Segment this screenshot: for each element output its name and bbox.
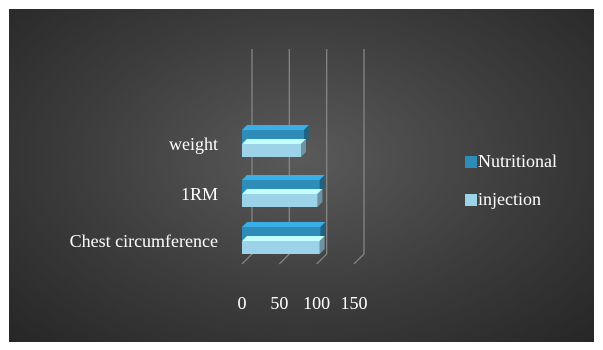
bar-top-1-0: [242, 236, 325, 241]
x-tick-label: 0: [238, 293, 247, 313]
bar-end-1-2: [300, 139, 306, 157]
legend-label: injection: [478, 189, 541, 209]
x-tick-label: 150: [341, 293, 368, 313]
x-tick-label: 50: [270, 293, 288, 313]
bar-end-1-1: [317, 189, 323, 207]
bar-injection-2: [242, 144, 301, 157]
bar-end-1-0: [319, 236, 325, 254]
bar-end-0-1: [319, 175, 325, 193]
gridline-100: [316, 49, 328, 265]
legend-swatch-0: [465, 156, 477, 168]
bar-top-1-2: [242, 139, 306, 144]
legend-label: Nutritional: [478, 151, 557, 171]
gridline-150: [353, 49, 365, 265]
chart-area: 0 50 100 150 Chest circumference 1RM weight Nut…: [9, 9, 594, 342]
bar-chart: 0 50 100 150 Chest circumference 1RM weight Nut…: [70, 49, 557, 313]
category-label: 1RM: [181, 184, 218, 204]
bar-top-0-1: [242, 175, 325, 180]
bar-top-1-1: [242, 189, 323, 194]
bar-end-0-2: [303, 125, 309, 143]
legend-swatch-1: [465, 194, 477, 206]
bar-injection-0: [242, 241, 320, 254]
bar-top-0-2: [242, 125, 309, 130]
category-label: weight: [169, 134, 218, 154]
bar-end-0-0: [320, 222, 326, 240]
bar-injection-1: [242, 194, 318, 207]
x-tick-label: 100: [303, 293, 330, 313]
bar-top-0-0: [242, 222, 326, 227]
category-label: Chest circumference: [70, 231, 218, 251]
